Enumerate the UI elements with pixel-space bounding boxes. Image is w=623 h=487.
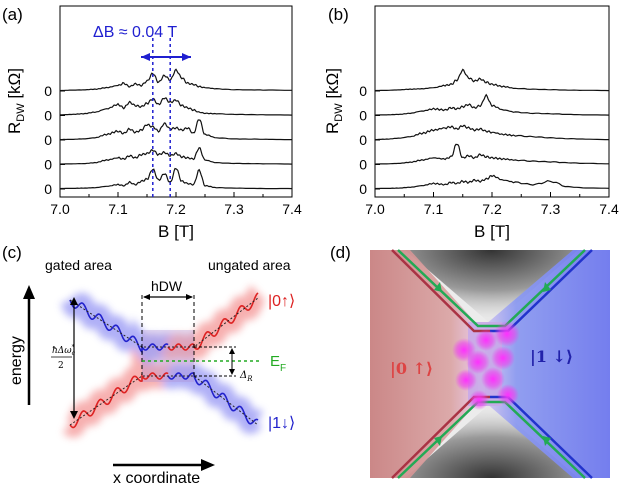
x-tick-label: 7.3 <box>541 201 561 217</box>
trace-5 <box>59 167 293 190</box>
y-tick-label: 0 <box>44 108 52 124</box>
blob-5 <box>491 346 515 370</box>
edge-arrow-3 <box>434 436 442 446</box>
fermi-label: EF <box>270 353 286 374</box>
x-tick-label: 7.2 <box>166 201 186 217</box>
gated-area-title: gated area <box>45 257 112 273</box>
trace-4 <box>59 146 293 165</box>
upper-blue-line <box>69 299 169 355</box>
edge-arrow-2 <box>543 282 551 292</box>
y-tick-label: 0 <box>359 132 367 148</box>
blob-9 <box>469 390 489 410</box>
gap-arrow <box>229 348 235 375</box>
plot-frame <box>374 5 610 198</box>
y-tick-label: 0 <box>359 181 367 197</box>
panel-a: (a) 7.0 7.1 7.2 7.3 7.4 B [T] RDW [kΩ] 0 0 0 0 0 ΔB… <box>2 5 302 241</box>
blob-2 <box>475 329 497 351</box>
x-axis-label: B [T] <box>474 222 510 241</box>
state-down-label: |1↓⟩ <box>268 415 295 432</box>
trace-4 <box>374 143 609 165</box>
top-gate <box>405 250 578 325</box>
trace-2 <box>60 97 293 116</box>
energy-axis-arrow <box>23 285 35 405</box>
x-axis-label: B [T] <box>158 222 194 241</box>
x-tick-label: 7.1 <box>424 201 444 217</box>
panel-c: (c) gated area ungated area hDW EF <box>2 243 295 487</box>
svg-text:ħΔω*c: ħΔω* c <box>52 344 76 357</box>
hdw-label: hDW <box>151 278 183 294</box>
splitting-label: ħΔω* c 2 <box>51 344 76 371</box>
bottom-gate <box>405 402 578 478</box>
trace-3 <box>374 124 609 141</box>
x-tick-label: 7.1 <box>108 201 128 217</box>
region-state-up: |0 ↑⟩ <box>390 359 433 378</box>
energy-axis-label: energy <box>8 336 25 385</box>
x-tick-label: 7.3 <box>224 201 244 217</box>
y-tick-label: 0 <box>359 83 367 99</box>
panel-d: (d) <box>330 243 610 479</box>
delta-b-arrow <box>141 53 191 61</box>
region-state-down: |1 ↓⟩ <box>530 347 573 366</box>
edge-arrow-1 <box>434 282 442 292</box>
x-tick-label: 7.4 <box>282 201 302 217</box>
x-tick-label: 7.0 <box>365 201 385 217</box>
blue-region <box>485 250 610 478</box>
panel-d-label: (d) <box>330 243 351 262</box>
trace-3 <box>59 119 292 141</box>
x-axis-label: x coordinate <box>113 470 200 487</box>
lower-red-line <box>69 372 169 429</box>
ungated-area-title: ungated area <box>208 257 291 273</box>
y-tick-label: 0 <box>44 83 52 99</box>
y-tick-label: 0 <box>359 108 367 124</box>
panel-c-label: (c) <box>2 243 22 262</box>
svg-text:2: 2 <box>58 361 64 371</box>
edge-arrow-4 <box>543 436 551 446</box>
domain-wall-states <box>452 321 520 410</box>
blob-7 <box>481 367 505 391</box>
x-tick-label: 7.4 <box>599 201 619 217</box>
panel-b: (b) 7.0 7.1 7.2 7.3 7.4 B [T] RDW [kΩ] 0 0 0 0 0 <box>323 5 619 241</box>
trace-2 <box>374 93 610 116</box>
y-axis-label: RDW [kΩ] <box>5 68 27 134</box>
panel-a-label: (a) <box>2 5 23 24</box>
hdw-arrow <box>143 294 193 300</box>
chart-b: 7.0 7.1 7.2 7.3 7.4 B [T] RDW [kΩ] 0 0 0 0 0 <box>323 5 619 241</box>
y-axis-label: RDW [kΩ] <box>323 68 345 134</box>
blob-6 <box>455 369 477 391</box>
delta-b-annotation: ΔB ≈ 0.04 T <box>93 24 177 41</box>
y-tick-label: 0 <box>44 157 52 173</box>
lower-dotted-line <box>69 375 259 426</box>
trace-1 <box>59 68 292 92</box>
panel-b-label: (b) <box>328 5 349 24</box>
y-tick-label: 0 <box>359 157 367 173</box>
chart-a: 7.0 7.1 7.2 7.3 7.4 B [T] RDW [kΩ] 0 0 0 0 0 <box>5 5 302 241</box>
y-tick-label: 0 <box>44 132 52 148</box>
x-axis-arrow <box>113 459 215 471</box>
x-tick-label: 7.0 <box>50 201 70 217</box>
splitting-arrow <box>70 297 78 419</box>
gap-label: ΔR <box>239 370 253 383</box>
trace-1 <box>374 68 610 92</box>
state-up-label: |0↑⟩ <box>268 293 295 310</box>
blob-4 <box>466 350 490 374</box>
trace-5 <box>374 174 610 190</box>
y-tick-label: 0 <box>44 181 52 197</box>
blob-8 <box>497 384 519 406</box>
x-tick-label: 7.2 <box>482 201 502 217</box>
blob-3 <box>494 321 520 347</box>
